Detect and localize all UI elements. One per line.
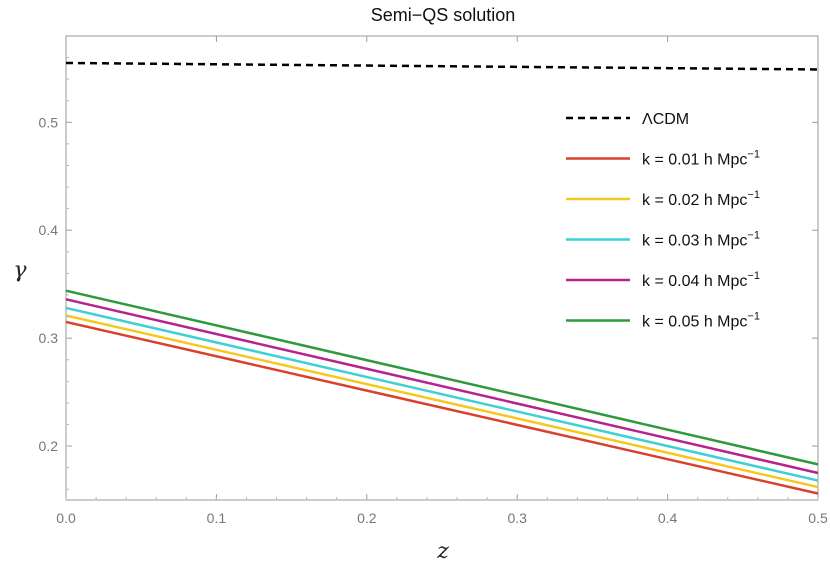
- series-layer: [65, 61, 819, 495]
- legend-label-text: k = 0.05 h Mpc: [642, 314, 747, 331]
- y-tick-label: 0.3: [39, 330, 59, 346]
- series-line-4: [65, 298, 819, 475]
- legend-label-2: k = 0.02 h Mpc−1: [642, 189, 760, 209]
- legend-label-text: k = 0.04 h Mpc: [642, 273, 747, 290]
- y-tick-label: 0.2: [39, 438, 59, 454]
- series-line-5: [65, 289, 819, 466]
- legend-label-exponent: −1: [747, 230, 760, 242]
- series-line-2: [65, 314, 819, 489]
- x-tick-label: 0.2: [357, 510, 377, 526]
- legend-label-text: k = 0.01 h Mpc: [642, 152, 747, 169]
- x-tick-label: 0.5: [808, 510, 828, 526]
- y-tick-label: 0.5: [39, 114, 59, 130]
- series-line-3: [65, 306, 819, 482]
- y-axis-title: γ: [13, 258, 27, 283]
- legend-label-text: k = 0.02 h Mpc: [642, 192, 747, 209]
- x-tick-label: 0.4: [658, 510, 678, 526]
- plot-border: [65, 35, 819, 501]
- y-tick-label: 0.4: [39, 222, 59, 238]
- legend-label-exponent: −1: [747, 149, 760, 161]
- legend-label-text: k = 0.03 h Mpc: [642, 233, 747, 250]
- plot-frame: [65, 35, 819, 501]
- series-line-0: [65, 61, 819, 71]
- legend-label-3: k = 0.03 h Mpc−1: [642, 230, 760, 250]
- legend-label-exponent: −1: [747, 270, 760, 282]
- legend-label-0: ΛCDM: [642, 111, 689, 128]
- legend-label-4: k = 0.04 h Mpc−1: [642, 270, 760, 290]
- x-tick-label: 0.1: [207, 510, 227, 526]
- chart-title: Semi−QS solution: [371, 5, 516, 25]
- x-tick-label: 0.0: [56, 510, 76, 526]
- legend-label-exponent: −1: [747, 311, 760, 323]
- legend-label-text: ΛCDM: [642, 111, 689, 128]
- x-tick-label: 0.3: [507, 510, 527, 526]
- x-axis-title: z: [436, 539, 449, 563]
- series-line-1: [65, 320, 819, 495]
- legend-label-1: k = 0.01 h Mpc−1: [642, 149, 760, 169]
- legend-label-5: k = 0.05 h Mpc−1: [642, 311, 760, 331]
- axis-ticks: 0.0 0.1 0.2 0.3 0.4 0.5 0.2 0.3 0.4 0.5: [39, 36, 828, 526]
- legend-label-exponent: −1: [747, 189, 760, 201]
